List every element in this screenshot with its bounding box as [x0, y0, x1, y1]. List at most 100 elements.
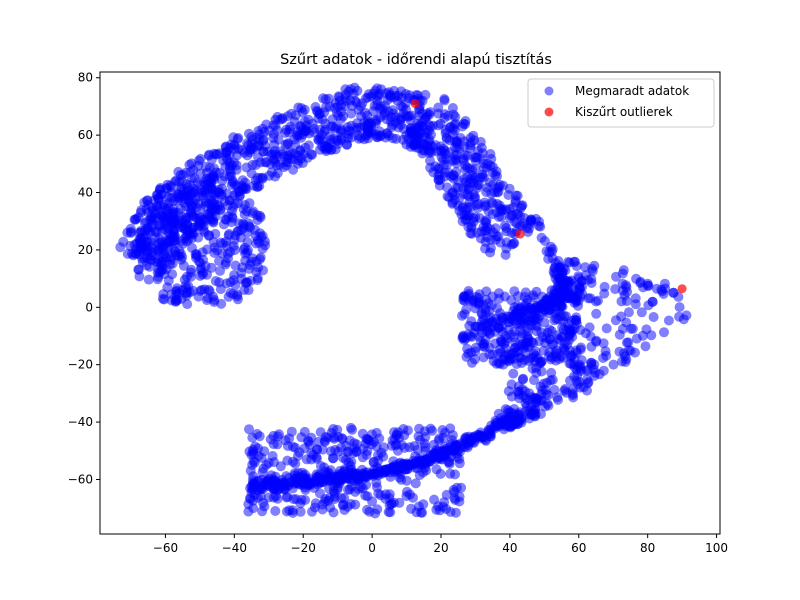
data-point	[320, 466, 331, 477]
data-point	[186, 206, 197, 217]
data-point	[134, 234, 145, 245]
data-point	[172, 192, 183, 203]
data-point	[320, 94, 331, 105]
data-point	[630, 299, 641, 310]
data-point	[564, 358, 575, 369]
data-point	[395, 469, 406, 480]
data-point	[243, 245, 253, 256]
data-point	[515, 302, 526, 313]
data-point	[455, 438, 466, 449]
data-point	[240, 177, 251, 188]
data-point	[350, 468, 361, 479]
data-point	[156, 210, 167, 221]
data-point	[529, 375, 539, 386]
y-tick-label: 60	[78, 128, 93, 142]
data-point	[494, 288, 504, 299]
data-point	[601, 323, 612, 334]
data-point	[427, 425, 438, 436]
data-point	[244, 424, 254, 435]
data-point	[215, 284, 226, 295]
data-point	[258, 265, 268, 276]
data-point	[361, 479, 372, 490]
data-point	[197, 215, 207, 225]
data-point	[326, 427, 337, 438]
data-point	[118, 236, 129, 247]
data-point	[166, 182, 177, 192]
data-point	[392, 445, 403, 456]
data-point	[406, 503, 417, 514]
data-point	[481, 325, 492, 336]
data-point	[447, 430, 458, 441]
data-point	[500, 249, 511, 260]
data-point	[466, 220, 477, 231]
data-point	[195, 270, 206, 281]
data-point	[543, 400, 554, 411]
data-point	[182, 299, 193, 310]
data-point	[610, 284, 621, 295]
data-point	[510, 337, 521, 348]
data-point	[143, 245, 154, 256]
data-point	[483, 298, 494, 309]
data-point	[608, 359, 619, 370]
data-point	[643, 300, 654, 311]
data-point	[518, 373, 529, 384]
data-point	[125, 223, 136, 234]
data-point	[544, 351, 554, 362]
data-point	[627, 323, 638, 334]
data-point	[147, 222, 158, 233]
data-point	[674, 311, 685, 322]
data-point	[454, 192, 465, 203]
data-point	[310, 502, 320, 513]
data-point	[362, 491, 373, 502]
data-point	[599, 288, 610, 299]
legend-marker-kiszurt	[544, 107, 554, 117]
data-point	[281, 492, 292, 503]
data-point	[185, 267, 196, 278]
data-point	[363, 434, 374, 445]
data-point	[485, 247, 496, 258]
data-point	[317, 504, 328, 515]
data-point	[611, 271, 621, 282]
legend-label-megmaradt: Megmaradt adatok	[575, 84, 689, 98]
data-point	[386, 498, 397, 509]
data-point	[247, 432, 258, 443]
data-point	[465, 331, 476, 342]
data-point	[258, 497, 269, 508]
data-point	[537, 291, 548, 302]
outlier-point	[410, 99, 420, 109]
data-point	[439, 95, 450, 106]
data-point	[460, 119, 471, 130]
x-tick-label: −40	[222, 541, 247, 555]
legend-label-kiszurt: Kiszűrt outlierek	[575, 105, 673, 119]
data-point	[516, 413, 527, 424]
legend-box	[527, 78, 715, 128]
data-point	[525, 353, 536, 364]
data-point	[373, 455, 384, 466]
data-point	[362, 446, 373, 456]
data-point	[248, 449, 259, 460]
data-point	[178, 260, 189, 271]
data-point	[472, 203, 483, 214]
data-point	[157, 293, 168, 304]
data-point	[560, 265, 571, 276]
data-point	[564, 293, 575, 304]
data-point	[252, 273, 263, 284]
y-tick-label: −20	[68, 358, 93, 372]
data-point	[658, 289, 669, 299]
data-point	[461, 351, 472, 362]
data-point	[496, 336, 507, 347]
data-point	[519, 291, 530, 302]
data-point	[493, 348, 504, 359]
data-point	[410, 478, 421, 489]
data-point	[221, 236, 231, 247]
data-point	[591, 336, 602, 347]
data-point	[457, 310, 467, 321]
data-point	[343, 457, 354, 468]
data-point	[444, 457, 455, 468]
data-point	[243, 506, 254, 517]
data-point	[216, 298, 227, 309]
data-point	[573, 295, 584, 306]
plot-area-frame	[99, 71, 721, 535]
data-point	[208, 237, 219, 248]
data-point	[230, 279, 241, 290]
